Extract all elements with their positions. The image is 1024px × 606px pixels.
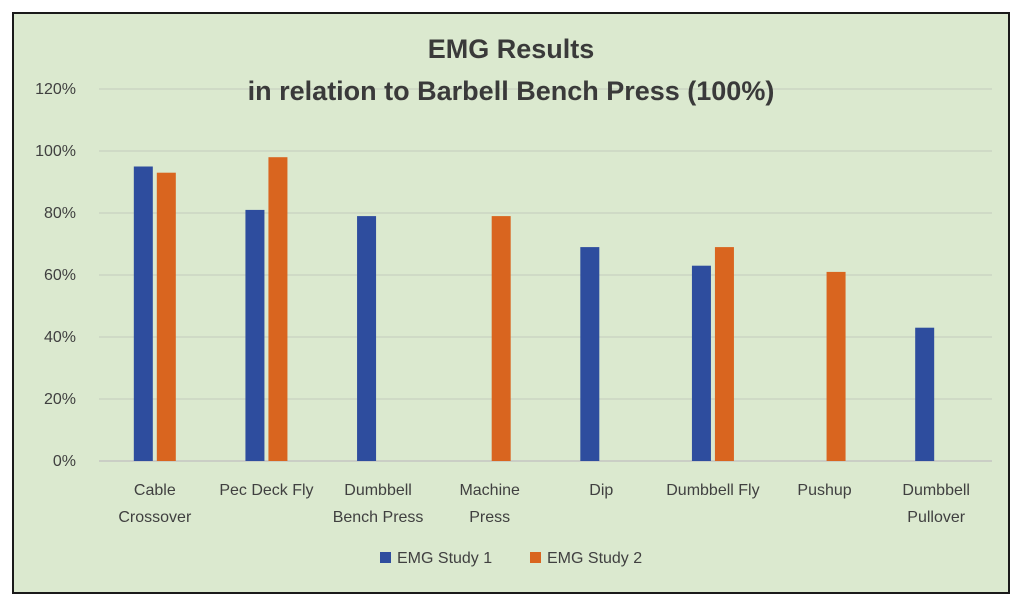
bar-emg-study-2 bbox=[826, 271, 846, 461]
bar-emg-study-2 bbox=[714, 247, 734, 461]
x-category-label: Press bbox=[469, 509, 510, 526]
bar-emg-study-1 bbox=[133, 166, 153, 461]
bar-emg-study-1 bbox=[580, 247, 600, 461]
x-category-label: Bench Press bbox=[333, 509, 424, 526]
y-tick-label: 100% bbox=[35, 143, 76, 160]
bar-emg-study-1 bbox=[245, 209, 265, 461]
chart-title-line-1: EMG Results bbox=[428, 34, 595, 64]
y-tick-label: 80% bbox=[44, 205, 76, 222]
gridlines bbox=[99, 88, 992, 462]
legend-label: EMG Study 1 bbox=[397, 550, 492, 567]
y-tick-label: 40% bbox=[44, 329, 76, 346]
x-category-label: Cable bbox=[134, 482, 176, 499]
bar-emg-study-1 bbox=[915, 327, 935, 461]
legend-swatch bbox=[380, 552, 391, 563]
bars bbox=[133, 157, 935, 461]
bar-emg-study-2 bbox=[491, 216, 511, 461]
legend: EMG Study 1 EMG Study 2 bbox=[380, 550, 642, 567]
chart-title-line-2: in relation to Barbell Bench Press (100%… bbox=[248, 76, 775, 106]
x-axis-category-labels: Cable Crossover Pec Deck Fly Dumbbell Bench … bbox=[118, 482, 970, 526]
chart-title: EMG Results in relation to Barbell Bench… bbox=[248, 34, 775, 106]
x-category-label: Dumbbell Fly bbox=[666, 482, 759, 499]
chart-frame: EMG Results in relation to Barbell Bench… bbox=[12, 12, 1010, 594]
y-tick-label: 120% bbox=[35, 81, 76, 98]
bar-emg-study-2 bbox=[268, 157, 288, 461]
y-tick-label: 60% bbox=[44, 267, 76, 284]
x-category-label: Pullover bbox=[907, 509, 965, 526]
x-category-label: Pec Deck Fly bbox=[219, 482, 313, 499]
x-category-label: Machine bbox=[459, 482, 520, 499]
y-tick-label: 0% bbox=[53, 453, 76, 470]
bar-emg-study-1 bbox=[691, 265, 711, 461]
x-category-label: Dip bbox=[589, 482, 613, 499]
y-tick-label: 20% bbox=[44, 391, 76, 408]
bar-chart: EMG Results in relation to Barbell Bench… bbox=[35, 34, 992, 567]
x-category-label: Dumbbell bbox=[344, 482, 412, 499]
bar-emg-study-1 bbox=[357, 216, 377, 461]
legend-label: EMG Study 2 bbox=[547, 550, 642, 567]
x-category-label: Crossover bbox=[118, 509, 192, 526]
y-axis-tick-labels: 0% 20% 40% 60% 80% 100% 120% bbox=[35, 81, 76, 470]
bar-emg-study-2 bbox=[156, 172, 176, 461]
legend-swatch bbox=[530, 552, 541, 563]
x-category-label: Pushup bbox=[797, 482, 851, 499]
x-category-label: Dumbbell bbox=[902, 482, 970, 499]
